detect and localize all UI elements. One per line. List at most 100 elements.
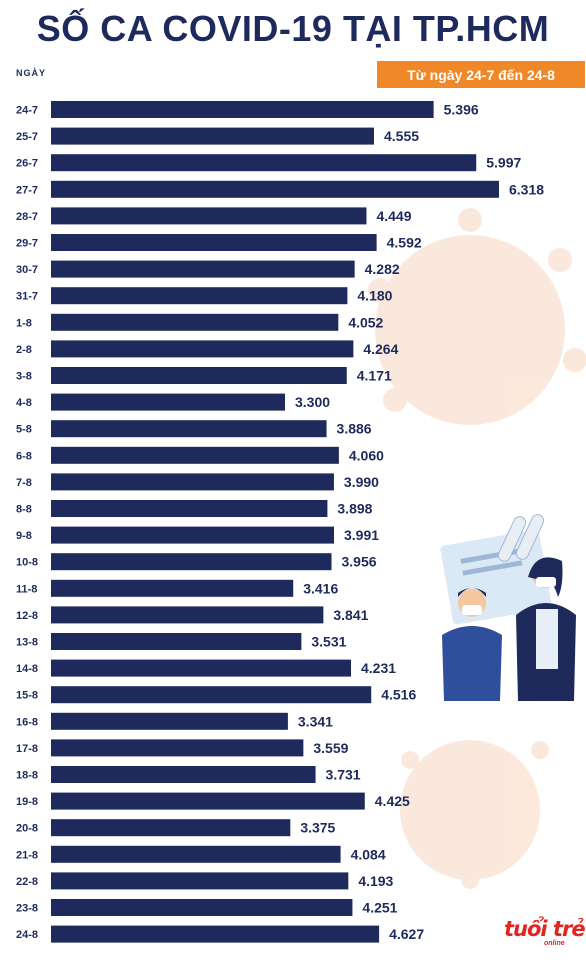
category-label: 4-8: [16, 397, 32, 409]
value-label: 4.592: [387, 235, 422, 251]
bar: [51, 234, 377, 251]
bar: [51, 260, 355, 278]
bar: [51, 712, 288, 730]
value-label: 4.264: [363, 341, 398, 357]
category-label: 1-8: [16, 317, 32, 329]
bar: [51, 101, 434, 118]
category-label: 31-7: [16, 291, 38, 303]
category-label: 24-8: [16, 929, 38, 941]
category-label: 15-8: [16, 690, 38, 702]
bar: [51, 819, 291, 837]
value-label: 4.555: [384, 128, 419, 144]
value-label: 3.559: [313, 740, 348, 756]
bar: [51, 287, 348, 305]
value-label: 4.251: [362, 900, 397, 916]
bar: [51, 154, 477, 172]
value-label: 4.449: [376, 208, 411, 224]
bar: [51, 500, 328, 517]
value-label: 4.627: [389, 926, 424, 942]
bar: [51, 633, 302, 650]
category-label: 25-7: [16, 131, 38, 143]
value-label: 3.886: [337, 421, 372, 437]
category-label: 11-8: [16, 583, 37, 595]
category-label: 5-8: [16, 424, 32, 436]
bar: [51, 420, 327, 438]
value-label: 4.193: [358, 873, 393, 889]
y-axis-label: NGÀY: [16, 68, 47, 78]
category-label: 21-8: [16, 849, 38, 861]
value-label: 4.231: [361, 660, 396, 676]
logo-wordmark: tuổi trẻ: [504, 917, 586, 941]
value-label: 4.425: [375, 793, 410, 809]
bar: [51, 313, 339, 331]
value-label: 3.898: [337, 501, 372, 517]
bar: [51, 180, 499, 198]
value-label: 3.416: [303, 580, 338, 596]
value-label: 4.180: [357, 288, 392, 304]
bar: [51, 792, 365, 810]
category-label: 30-7: [16, 264, 38, 276]
category-label: 18-8: [16, 770, 38, 782]
value-label: 5.396: [444, 102, 479, 118]
category-label: 14-8: [16, 663, 38, 675]
category-label: 22-8: [16, 876, 38, 888]
value-label: 3.531: [311, 634, 346, 650]
category-label: 9-8: [16, 530, 32, 542]
bar: [51, 526, 334, 544]
category-label: 7-8: [16, 477, 32, 489]
category-label: 26-7: [16, 158, 38, 170]
category-label: 19-8: [16, 796, 38, 808]
value-label: 3.375: [300, 820, 335, 836]
category-label: 6-8: [16, 450, 32, 462]
value-label: 5.997: [486, 155, 521, 171]
category-label: 29-7: [16, 238, 38, 250]
category-label: 20-8: [16, 823, 38, 835]
bar: [51, 686, 372, 704]
bar: [51, 579, 294, 597]
category-label: 10-8: [16, 557, 38, 569]
value-label: 3.991: [344, 527, 379, 543]
value-label: 3.731: [326, 767, 361, 783]
category-label: 24-7: [16, 105, 38, 117]
category-label: 13-8: [16, 637, 38, 649]
category-label: 28-7: [16, 211, 38, 223]
category-label: 3-8: [16, 371, 32, 383]
bar: [51, 845, 341, 863]
value-label: 4.282: [365, 261, 400, 277]
tuoi-tre-online-logo: tuổi trẻ online: [504, 917, 586, 950]
value-label: 4.171: [357, 368, 392, 384]
bar: [51, 606, 324, 624]
bar: [51, 473, 334, 491]
bar: [51, 393, 285, 411]
bar: [51, 925, 380, 943]
value-label: 6.318: [509, 181, 544, 197]
value-label: 4.060: [349, 447, 384, 463]
bar: [51, 127, 374, 145]
value-label: 3.956: [342, 554, 377, 570]
bar: [51, 766, 316, 783]
category-label: 12-8: [16, 610, 38, 622]
value-label: 4.084: [351, 846, 386, 862]
people-with-masks-illustration: [440, 514, 576, 701]
chart-title: SỐ CA COVID-19 TẠI TP.HCM: [36, 8, 550, 49]
bar: [51, 739, 304, 757]
bar: [51, 659, 352, 677]
bar: [51, 446, 339, 464]
logo-subtext: online: [544, 940, 565, 947]
category-label: 2-8: [16, 344, 32, 356]
category-label: 23-8: [16, 903, 38, 915]
date-range-badge: Từ ngày 24-7 đến 24-8: [377, 61, 585, 88]
category-label: 8-8: [16, 504, 32, 516]
category-label: 17-8: [16, 743, 38, 755]
bar: [51, 367, 347, 384]
value-label: 4.516: [381, 687, 416, 703]
value-label: 4.052: [348, 314, 383, 330]
bar: [51, 340, 354, 358]
category-label: 16-8: [16, 716, 38, 728]
value-label: 3.300: [295, 394, 330, 410]
bar: [51, 899, 353, 916]
value-label: 3.841: [333, 607, 368, 623]
value-label: 3.341: [298, 713, 333, 729]
